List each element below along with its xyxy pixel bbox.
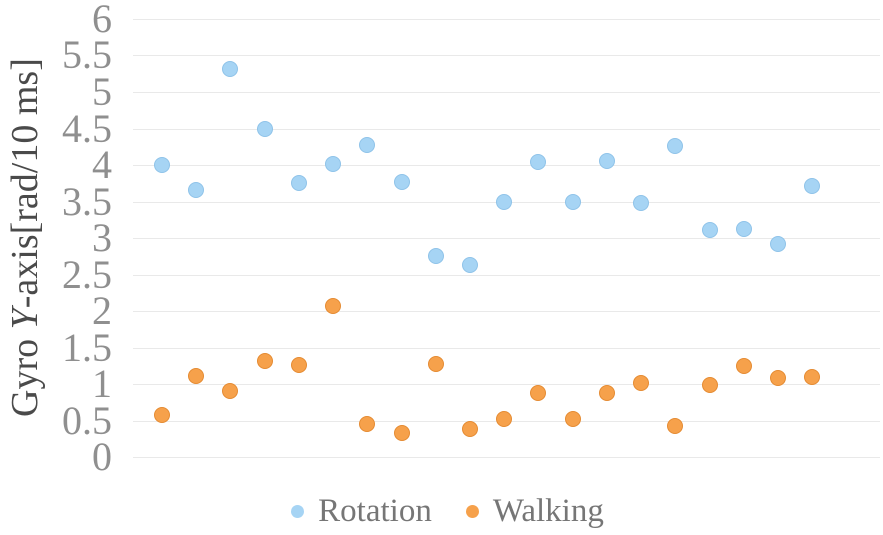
legend-label-walking: Walking bbox=[492, 492, 604, 529]
gridline-y-3 bbox=[133, 238, 880, 239]
data-point-rotation-12 bbox=[530, 154, 547, 171]
data-point-rotation-17 bbox=[701, 221, 718, 238]
gridline-y-5 bbox=[133, 91, 880, 93]
data-point-rotation-10 bbox=[461, 257, 478, 273]
gridline-y-2.5 bbox=[133, 274, 880, 276]
y-tick-label-2: 2 bbox=[92, 287, 112, 333]
y-tick-label-1: 1 bbox=[92, 361, 112, 406]
data-point-walking-12 bbox=[530, 385, 547, 402]
y-tick-label-3: 3 bbox=[92, 215, 112, 260]
y-tick-label-0: 0 bbox=[92, 434, 112, 479]
data-point-walking-16 bbox=[667, 418, 684, 435]
data-point-walking-15 bbox=[633, 374, 650, 391]
gridline-y-4 bbox=[133, 164, 880, 166]
data-point-walking-4 bbox=[256, 353, 273, 370]
data-point-walking-13 bbox=[564, 411, 581, 428]
data-point-rotation-16 bbox=[667, 138, 684, 155]
legend-item-rotation: Rotation bbox=[291, 493, 432, 530]
data-point-walking-18 bbox=[735, 358, 752, 375]
data-point-rotation-1 bbox=[153, 156, 170, 173]
y-tick-label-6: 6 bbox=[92, 0, 112, 41]
gridline-y-1.5 bbox=[133, 347, 880, 349]
data-point-rotation-2 bbox=[188, 181, 205, 198]
data-point-rotation-6 bbox=[325, 155, 342, 172]
gridline-y-5.5 bbox=[133, 55, 880, 57]
data-point-rotation-15 bbox=[633, 194, 650, 211]
data-point-walking-6 bbox=[325, 297, 342, 314]
data-point-walking-20 bbox=[804, 368, 821, 385]
data-point-walking-3 bbox=[222, 383, 239, 400]
data-point-rotation-19 bbox=[769, 235, 786, 252]
legend-dot-rotation-icon bbox=[291, 504, 305, 518]
data-point-walking-17 bbox=[701, 377, 718, 394]
gridline-y-6 bbox=[133, 19, 880, 20]
plot-area bbox=[133, 19, 880, 458]
data-point-walking-5 bbox=[290, 357, 307, 374]
data-point-walking-2 bbox=[188, 367, 205, 384]
legend-label-rotation: Rotation bbox=[318, 492, 432, 529]
data-point-rotation-20 bbox=[804, 178, 821, 195]
data-point-walking-7 bbox=[359, 416, 376, 433]
gridline-y-0 bbox=[133, 457, 880, 458]
data-point-walking-9 bbox=[427, 356, 444, 373]
y-tick-label-0.5: 0.5 bbox=[62, 397, 112, 443]
y-axis-tick-labels: 0 0.5 1 1.5 2 2.5 3 3.5 4 4.5 5 5.5 6 bbox=[0, 0, 112, 477]
data-point-rotation-18 bbox=[735, 220, 752, 237]
data-point-walking-8 bbox=[393, 424, 410, 441]
data-point-rotation-7 bbox=[359, 137, 376, 154]
data-point-walking-14 bbox=[598, 385, 615, 402]
y-tick-label-5: 5 bbox=[92, 68, 112, 114]
chart-legend: Rotation Walking bbox=[12, 490, 883, 532]
y-tick-label-4: 4 bbox=[92, 141, 112, 187]
y-tick-label-1.5: 1.5 bbox=[62, 324, 112, 370]
data-point-walking-1 bbox=[153, 407, 170, 424]
gridline-y-2 bbox=[133, 310, 880, 312]
gridline-y-1 bbox=[133, 384, 880, 385]
data-point-walking-11 bbox=[496, 411, 513, 428]
data-point-rotation-5 bbox=[290, 175, 307, 192]
data-point-rotation-11 bbox=[496, 194, 513, 211]
gridline-y-4.5 bbox=[133, 128, 880, 130]
data-point-rotation-4 bbox=[256, 120, 273, 137]
data-point-walking-19 bbox=[769, 370, 786, 387]
legend-item-walking: Walking bbox=[465, 492, 604, 530]
data-point-rotation-13 bbox=[564, 194, 581, 211]
data-point-rotation-14 bbox=[598, 153, 615, 170]
y-tick-label-4.5: 4.5 bbox=[62, 105, 112, 151]
y-tick-label-2.5: 2.5 bbox=[62, 251, 112, 297]
legend-dot-walking-icon bbox=[465, 504, 479, 518]
data-point-rotation-8 bbox=[393, 173, 410, 190]
data-point-walking-10 bbox=[461, 420, 478, 437]
data-point-rotation-9 bbox=[427, 247, 444, 264]
y-tick-label-5.5: 5.5 bbox=[62, 32, 112, 78]
y-tick-label-3.5: 3.5 bbox=[62, 178, 112, 224]
data-point-rotation-3 bbox=[222, 60, 239, 77]
